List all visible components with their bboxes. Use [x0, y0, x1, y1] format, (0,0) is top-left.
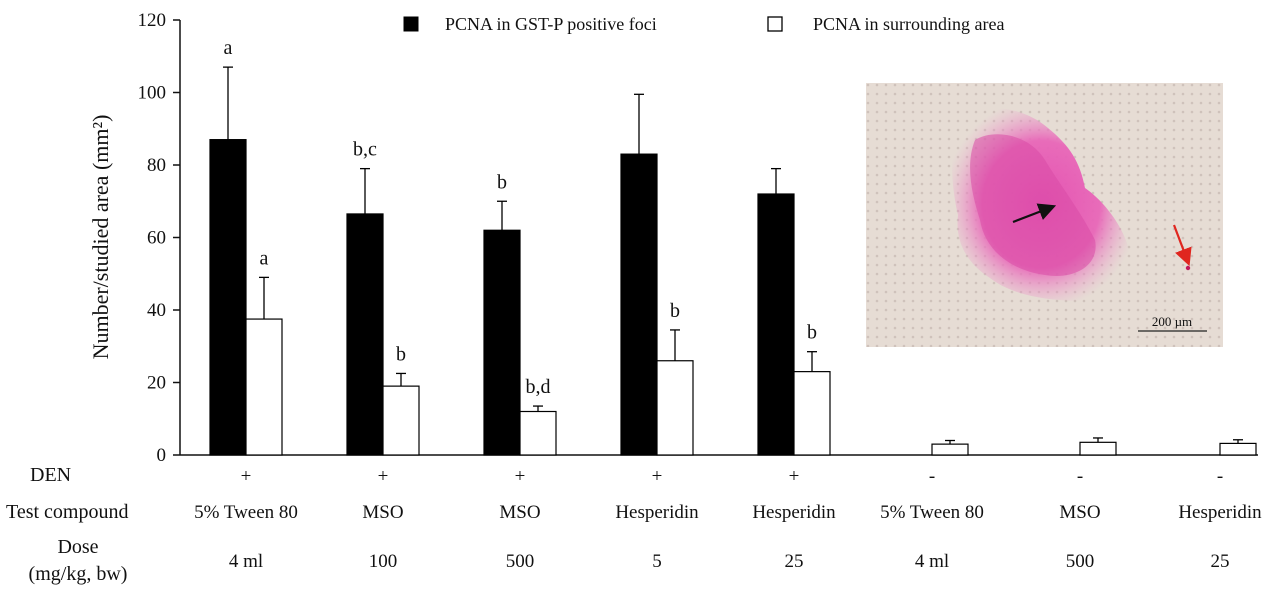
dose-value: 500: [506, 551, 535, 572]
den-value: +: [515, 466, 526, 487]
compound-value: MSO: [362, 502, 403, 523]
bar-foci: [620, 153, 658, 456]
micrograph-inset: 200 µm: [866, 83, 1223, 347]
bar-foci: [757, 193, 795, 456]
bar-surrounding: [931, 443, 969, 456]
den-value: +: [378, 466, 389, 487]
bar-surrounding: [656, 360, 694, 456]
legend-label-foci: PCNA in GST-P positive foci: [445, 14, 657, 34]
bar-foci: [209, 139, 247, 456]
den-value: -: [1217, 466, 1223, 487]
y-ticks: 0 20 40 60 80 100 120: [138, 10, 180, 466]
row-label-compound: Test compound: [6, 501, 128, 523]
y-tick-label: 60: [147, 228, 166, 249]
significance-letter: a: [260, 247, 269, 269]
dose-value: 25: [785, 551, 804, 572]
bar-foci: [483, 229, 521, 456]
row-label-den: DEN: [30, 464, 71, 486]
bar-surrounding: [1079, 441, 1117, 456]
compound-value: 5% Tween 80: [194, 502, 298, 523]
category-rows: +5% Tween 80 4 ml + MSO 100 + MSO 500 + Hesperidi…: [194, 466, 1262, 572]
dose-value: 4 ml: [229, 551, 263, 572]
compound-value: MSO: [499, 502, 540, 523]
compound-value: Hesperidin: [1178, 502, 1262, 523]
significance-letter: b: [807, 322, 817, 344]
den-value: -: [929, 466, 935, 487]
y-tick-label: 100: [138, 83, 167, 104]
legend-label-surrounding: PCNA in surrounding area: [813, 14, 1004, 34]
bars-group: a a b,c b b b,d b b: [209, 37, 1257, 456]
den-value: +: [789, 466, 800, 487]
significance-letter: b: [670, 300, 680, 322]
significance-letter: a: [224, 37, 233, 59]
legend: PCNA in GST-P positive foci PCNA in surr…: [403, 14, 1004, 34]
focus-arrow: [1012, 203, 1057, 224]
bar-surrounding: [519, 410, 557, 456]
dose-value: 500: [1066, 551, 1095, 572]
bar-surrounding: [245, 318, 283, 456]
den-value: -: [1077, 466, 1083, 487]
legend-swatch-surrounding: [767, 16, 783, 32]
dose-value: 25: [1211, 551, 1230, 572]
row-label-dose: Dose: [57, 536, 98, 558]
den-value: +: [652, 466, 663, 487]
y-tick-label: 20: [147, 373, 166, 394]
bar-surrounding: [1219, 442, 1257, 456]
compound-value: Hesperidin: [752, 502, 836, 523]
bar-surrounding: [382, 385, 420, 456]
bar-foci: [346, 213, 384, 456]
legend-swatch-foci: [403, 16, 419, 32]
y-tick-label: 0: [157, 445, 167, 466]
significance-letter: b,c: [353, 139, 377, 161]
row-label-dose-unit: (mg/kg, bw): [29, 563, 128, 585]
scale-bar-label: 200 µm: [1152, 314, 1192, 329]
dose-value: 5: [652, 551, 662, 572]
dose-value: 100: [369, 551, 398, 572]
den-value: +: [241, 466, 252, 487]
y-tick-label: 40: [147, 300, 166, 321]
bar-surrounding: [793, 371, 831, 456]
significance-letter: b: [497, 171, 507, 193]
compound-value: MSO: [1059, 502, 1100, 523]
compound-value: 5% Tween 80: [880, 502, 984, 523]
y-tick-label: 80: [147, 155, 166, 176]
dose-value: 4 ml: [915, 551, 949, 572]
compound-value: Hesperidin: [615, 502, 699, 523]
y-axis-title: Number/studied area (mm²): [88, 115, 113, 360]
significance-letter: b: [396, 343, 406, 365]
positive-cell-arrow: [1172, 224, 1192, 267]
significance-letter: b,d: [526, 376, 551, 398]
y-tick-label: 120: [138, 10, 167, 31]
